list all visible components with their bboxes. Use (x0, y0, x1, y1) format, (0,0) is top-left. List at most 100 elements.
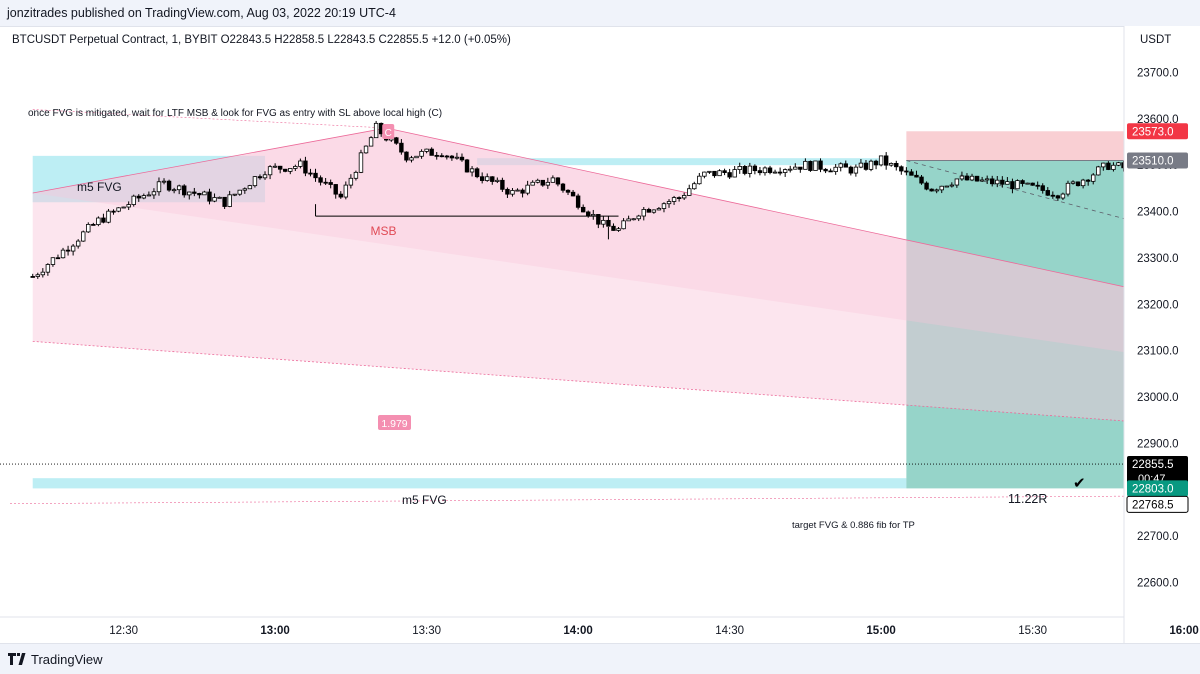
candle-body (883, 155, 889, 166)
candle-body (636, 215, 641, 220)
candle-body (782, 169, 788, 173)
candle-body (580, 206, 586, 213)
candle-body (606, 219, 611, 227)
candle-body (611, 225, 616, 231)
candle-body (298, 160, 303, 167)
fib-leg-bd (32, 340, 1200, 427)
candle-body (136, 195, 141, 199)
candle-body (348, 177, 354, 186)
fib-leg-cd (386, 127, 1200, 304)
candle-body (707, 170, 712, 173)
candle-body (434, 154, 439, 157)
fvg-lower-label: m5 FVG (402, 493, 447, 507)
candle-body (545, 181, 551, 186)
candle-body (681, 195, 687, 199)
tradingview-logo-icon (8, 653, 26, 665)
candle-body (596, 214, 601, 225)
candle-body (616, 228, 621, 231)
candle-body (500, 179, 505, 190)
fib-ext-lower (9, 495, 1200, 504)
tradingview-brand[interactable]: TradingView (31, 652, 103, 667)
candle-body (803, 160, 808, 170)
candle-body (252, 176, 258, 187)
candle-body (222, 196, 227, 207)
candle-body (1035, 184, 1040, 187)
candle-body (727, 172, 732, 178)
candle-body (439, 155, 444, 158)
candle-body (474, 168, 480, 178)
candle-body (964, 175, 970, 181)
candle-body (323, 181, 328, 184)
candle-body (909, 171, 914, 176)
point-c-badge-bg (382, 124, 395, 139)
candle-body (1000, 179, 1005, 185)
candle-body (55, 257, 61, 260)
candle-body (1030, 182, 1035, 186)
candle-body (106, 210, 111, 223)
candle-body (161, 180, 167, 183)
candle-body (974, 175, 980, 182)
target-note: target FVG & 0.886 fib for TP (792, 520, 915, 531)
candle-body (742, 166, 747, 174)
x-tick-label: 15:30 (1018, 625, 1047, 637)
stop-price-label-bg (1127, 123, 1188, 140)
candle-body (394, 137, 399, 144)
candle-body (399, 142, 404, 153)
candle-body (176, 185, 182, 191)
candle-body (414, 155, 419, 159)
candle-body (50, 257, 56, 265)
candle-body (621, 220, 626, 230)
candle-body (151, 191, 157, 196)
candle-body (661, 203, 667, 209)
candle-body (237, 189, 242, 195)
candle-body (126, 204, 131, 208)
candle-body (899, 166, 904, 172)
y-tick-label: 22700.0 (1137, 531, 1179, 543)
candle-body (808, 160, 813, 171)
candle-body (868, 160, 874, 170)
candle-body (515, 189, 520, 192)
candle-body (1111, 164, 1116, 170)
candle-body (934, 189, 939, 192)
candle-body (666, 201, 672, 205)
target-price-label: 22803.0 (1132, 483, 1174, 495)
fib-layer (9, 109, 1200, 504)
candle-body (187, 191, 192, 196)
x-tick-label: 16:00 (1169, 625, 1198, 637)
candle-body (838, 163, 843, 168)
candle-body (171, 189, 177, 192)
candle-body (257, 176, 263, 179)
candle-body (944, 185, 949, 188)
candle-body (65, 249, 71, 252)
y-tick-label: 22900.0 (1137, 438, 1179, 450)
candle-body (798, 166, 803, 170)
y-tick-label: 23100.0 (1137, 346, 1179, 358)
strategy-note: once FVG is mitigated, wait for LTF MSB … (28, 108, 442, 119)
candle-body (914, 174, 919, 178)
candle-body (288, 168, 293, 172)
candle-body (818, 160, 823, 170)
candle-body (1101, 162, 1106, 168)
candle-body (318, 177, 323, 183)
entry-price-label-bg (1127, 152, 1188, 169)
candle-body (328, 182, 333, 185)
candle-body (1055, 195, 1061, 199)
candle-body (984, 178, 990, 181)
candle-body (45, 264, 51, 273)
x-tick-label: 13:30 (412, 625, 441, 637)
candle-body (560, 183, 566, 191)
candlestick-chart[interactable]: MSB once FVG is mitigated, wait for LTF M… (0, 26, 1200, 643)
candle-body (146, 194, 152, 197)
candle-body (156, 181, 162, 193)
candle-body (565, 189, 571, 193)
candle-body (454, 156, 460, 159)
candle-body (444, 155, 450, 158)
target-price-label-bg (1127, 480, 1188, 497)
candle-body (338, 193, 343, 198)
candle-body (969, 175, 975, 181)
candle-body (479, 176, 485, 181)
candle-body (873, 160, 879, 166)
candle-body (232, 193, 237, 196)
fib-value-bg (378, 415, 411, 430)
candle-body (267, 166, 273, 176)
